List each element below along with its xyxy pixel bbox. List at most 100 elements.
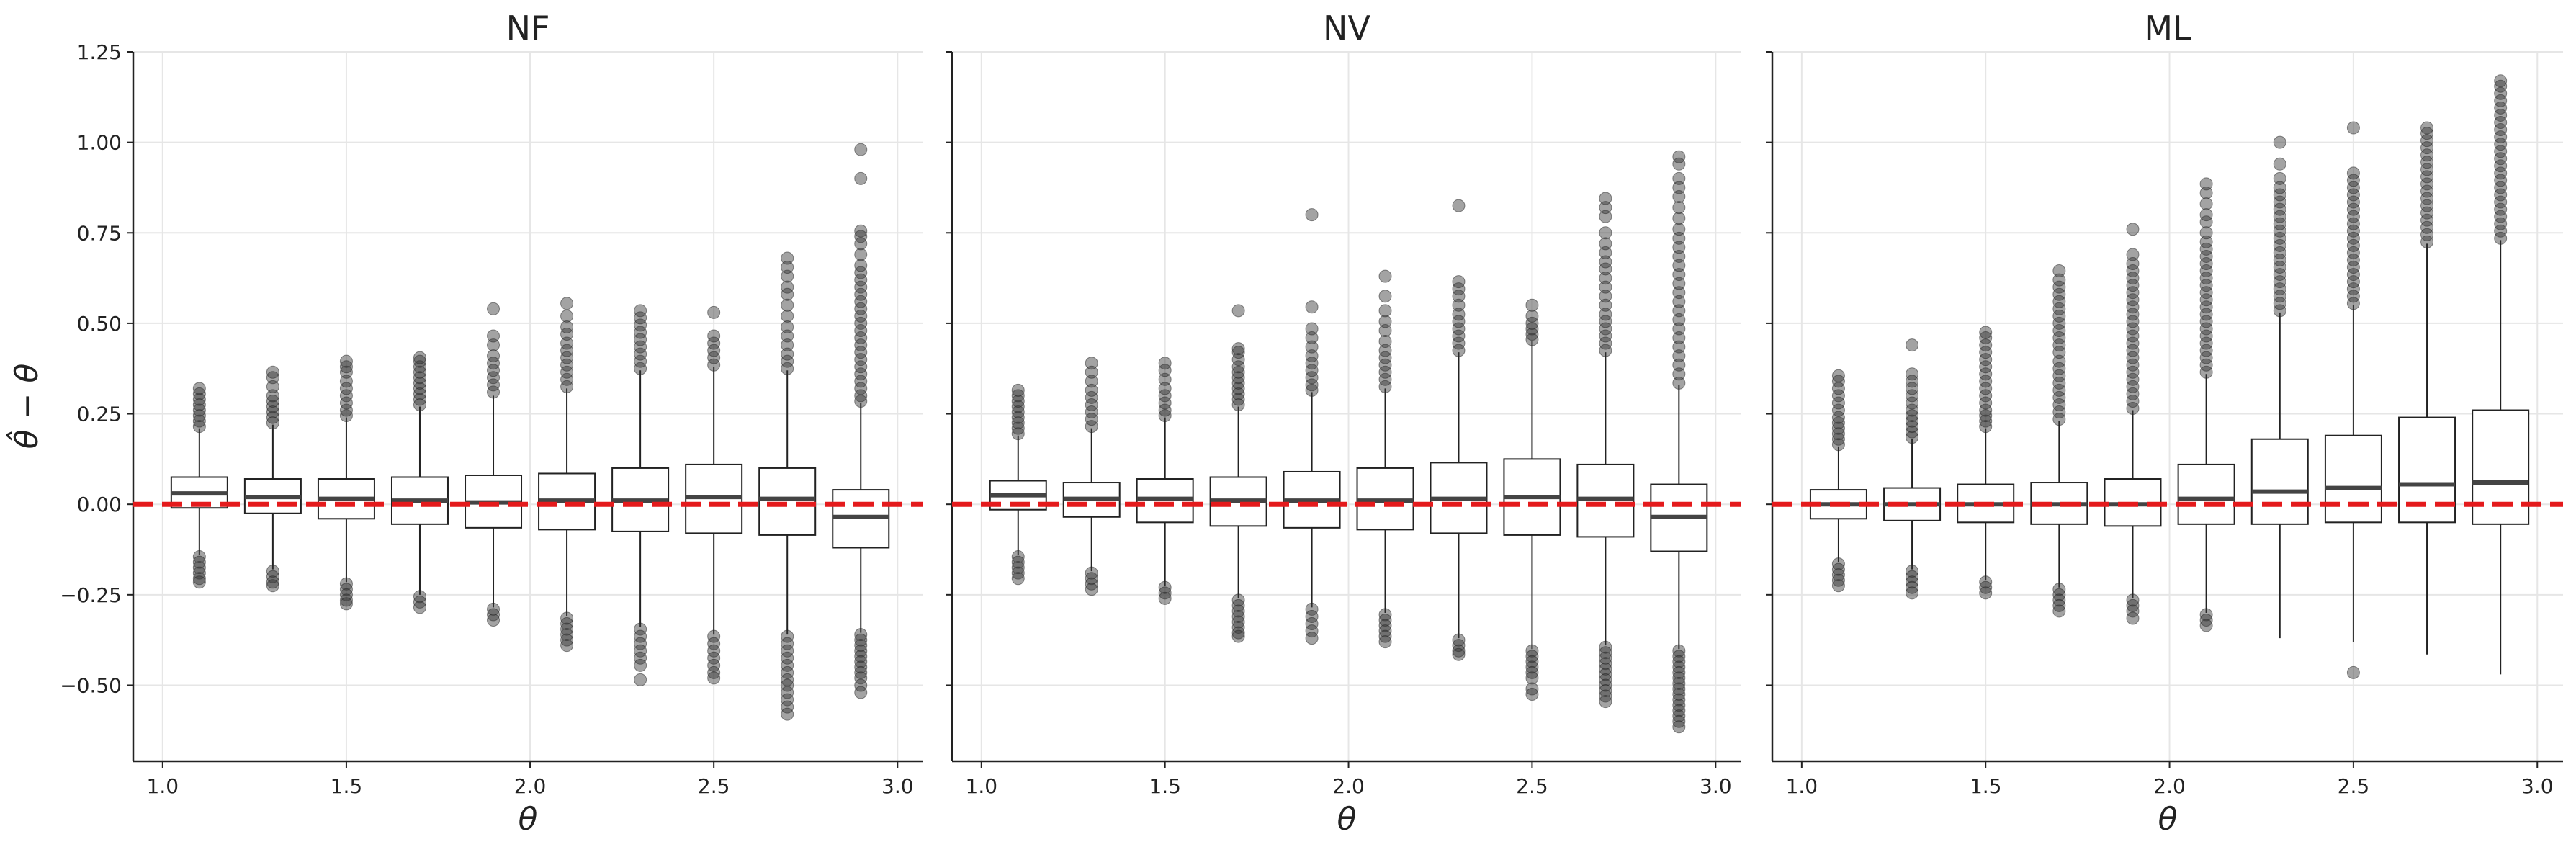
outlier-point	[2052, 604, 2066, 618]
box-nv-1	[1062, 357, 1121, 596]
outlier-point	[1231, 365, 1245, 379]
outlier-point	[1452, 344, 1466, 357]
outlier-point	[192, 393, 206, 406]
outlier-point	[1231, 626, 1245, 640]
outlier-point	[2199, 619, 2213, 632]
y-tick-label: 0.00	[77, 493, 122, 516]
outlier-point	[2346, 202, 2360, 216]
outlier-point	[1599, 344, 1612, 357]
outlier-point	[2126, 315, 2140, 328]
outlier-point	[781, 287, 794, 301]
outlier-point	[2420, 148, 2434, 162]
outlier-point	[1378, 380, 1392, 393]
outlier-point	[1452, 275, 1466, 289]
box-nf-2	[317, 354, 375, 611]
outlier-point	[560, 309, 574, 323]
outlier-point	[2199, 293, 2213, 307]
outlier-point	[854, 367, 868, 381]
outlier-point	[634, 304, 647, 318]
outlier-point	[854, 678, 868, 692]
outlier-point	[781, 651, 794, 665]
outlier-point	[266, 575, 279, 589]
outlier-point	[2346, 665, 2360, 679]
outlier-point	[634, 644, 647, 658]
outlier-point	[1672, 693, 1686, 707]
outlier-point	[2494, 202, 2508, 216]
outlier-point	[1599, 308, 1612, 321]
outlier-point	[2346, 174, 2360, 187]
outlier-point	[192, 550, 206, 564]
outlier-point	[2052, 598, 2066, 612]
outlier-point	[2199, 286, 2213, 300]
outlier-point	[854, 259, 868, 272]
outlier-point	[2126, 256, 2140, 270]
outlier-point	[192, 382, 206, 395]
outlier-point	[781, 269, 794, 283]
outlier-point	[854, 655, 868, 668]
outlier-point	[1011, 383, 1025, 397]
outlier-point	[2052, 405, 2066, 419]
outlier-point	[781, 629, 794, 643]
outlier-point	[1525, 682, 1539, 696]
outlier-point	[339, 389, 353, 403]
outlier-point	[2199, 614, 2213, 627]
outlier-point	[781, 280, 794, 294]
outlier-point	[1831, 396, 1845, 410]
outlier-point	[560, 344, 574, 357]
outlier-point	[413, 387, 426, 400]
x-axis-label-ml: θ	[2158, 801, 2178, 838]
outlier-point	[854, 394, 868, 408]
outlier-point	[1158, 586, 1172, 600]
outlier-point	[192, 403, 206, 417]
y-tick-label: −0.50	[60, 673, 122, 697]
outlier-point	[2199, 365, 2213, 379]
outlier-point	[1525, 309, 1539, 323]
outlier-point	[854, 273, 868, 287]
outlier-point	[854, 295, 868, 308]
outlier-point	[2126, 598, 2140, 612]
outlier-point	[1906, 396, 1919, 410]
outlier-point	[1906, 570, 1919, 583]
outlier-point	[2126, 380, 2140, 393]
outlier-point	[854, 331, 868, 345]
box-nf-7	[685, 305, 743, 685]
outlier-point	[266, 405, 279, 419]
outlier-point	[1672, 358, 1686, 372]
outlier-point	[1831, 411, 1845, 424]
outlier-point	[1158, 382, 1172, 395]
outlier-point	[1231, 621, 1245, 634]
box-ml-3	[2030, 264, 2088, 618]
outlier-point	[1378, 323, 1392, 337]
outlier-point	[2273, 188, 2286, 202]
outlier-point	[560, 365, 574, 379]
outlier-point	[339, 396, 353, 410]
outlier-point	[1599, 662, 1612, 676]
outlier-point	[1452, 329, 1466, 343]
outlier-point	[634, 347, 647, 361]
outlier-point	[2199, 300, 2213, 314]
outlier-point	[1672, 367, 1686, 381]
outlier-point	[781, 637, 794, 650]
outlier-point	[1452, 298, 1466, 312]
outlier-point	[339, 593, 353, 607]
outlier-point	[2273, 217, 2286, 230]
outlier-point	[2199, 279, 2213, 292]
outlier-point	[1599, 689, 1612, 703]
outlier-point	[2494, 101, 2508, 115]
outlier-point	[2420, 192, 2434, 205]
outlier-point	[1085, 566, 1098, 580]
outlier-point	[2199, 256, 2213, 270]
outlier-point	[1085, 357, 1098, 370]
y-tick-label: 0.50	[77, 312, 122, 336]
outlier-point	[560, 358, 574, 372]
outlier-point	[1231, 304, 1245, 318]
box-iqr	[2250, 438, 2309, 525]
outlier-point	[2494, 217, 2508, 230]
outlier-point	[1672, 340, 1686, 354]
outlier-point	[1906, 338, 1919, 352]
outlier-point	[854, 237, 868, 251]
outlier-point	[1305, 331, 1319, 345]
outlier-point	[1831, 403, 1845, 417]
outlier-point	[781, 347, 794, 361]
